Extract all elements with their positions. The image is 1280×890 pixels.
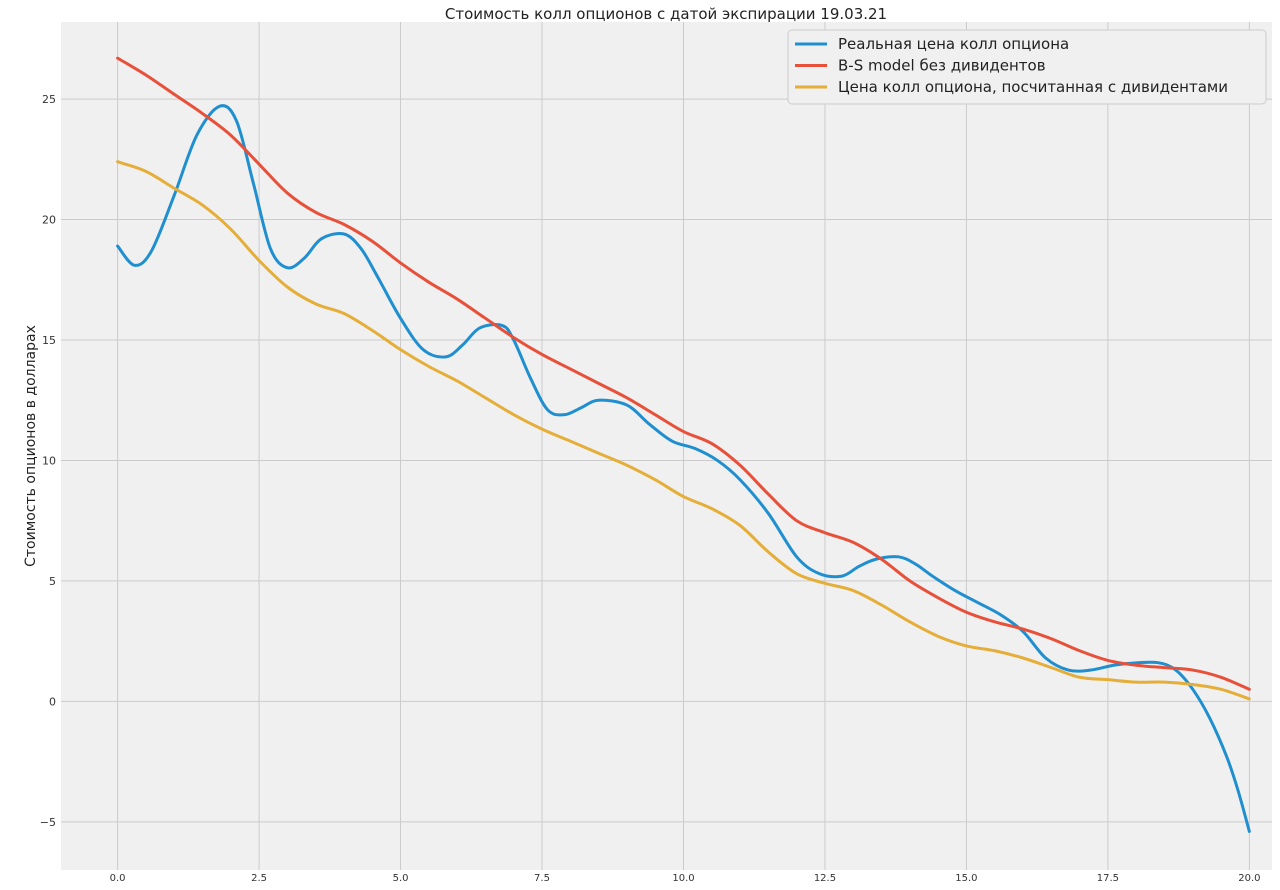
chart-title: Стоимость колл опционов с датой экспирац… [445,5,887,23]
legend-item-with-dividends: Цена колл опциона, посчитанная с дивиден… [795,78,1228,96]
x-tick-label: 5.0 [393,873,409,884]
legend-label: Реальная цена колл опциона [838,35,1069,53]
plot-area-background [61,22,1272,870]
x-tick-label: 12.5 [814,873,836,884]
y-tick-label: 5 [49,575,56,588]
y-axis-label: Стоимость опционов в долларах [23,325,39,567]
x-tick-label: 2.5 [251,873,267,884]
x-tick-label: 20.0 [1238,873,1260,884]
series-line-bs-model [116,56,1251,691]
legend-item-bs-model: B-S model без дивидентов [795,57,1046,75]
legend-box [787,29,1267,105]
x-tick-label: 0.0 [110,873,126,884]
legend-item-real-price: Реальная цена колл опциона [795,35,1069,53]
x-tick-label: 10.0 [672,873,694,884]
y-tick-label: 0 [49,695,56,708]
x-tick-label: 15.0 [955,873,977,884]
y-tick-label: 15 [42,334,56,347]
y-tick-label: 20 [42,214,56,227]
y-tick-label: 10 [42,454,56,467]
series-line-with-dividends [116,160,1251,701]
series-line-real-price [116,104,1251,833]
tick-labels: 0.0 2.5 5.0 7.5 10.0 12.5 15.0 17.5 20.0 −5 0 5 10 15… [40,93,1261,884]
y-tick-label: −5 [40,816,56,829]
legend: Реальная цена колл опциона B-S model без … [787,29,1267,105]
y-tick-label: 25 [42,93,56,106]
legend-label: B-S model без дивидентов [838,57,1046,75]
x-tick-label: 17.5 [1097,873,1119,884]
series-lines [116,56,1251,833]
legend-label: Цена колл опциона, посчитанная с дивиден… [838,78,1228,96]
x-tick-label: 7.5 [534,873,550,884]
